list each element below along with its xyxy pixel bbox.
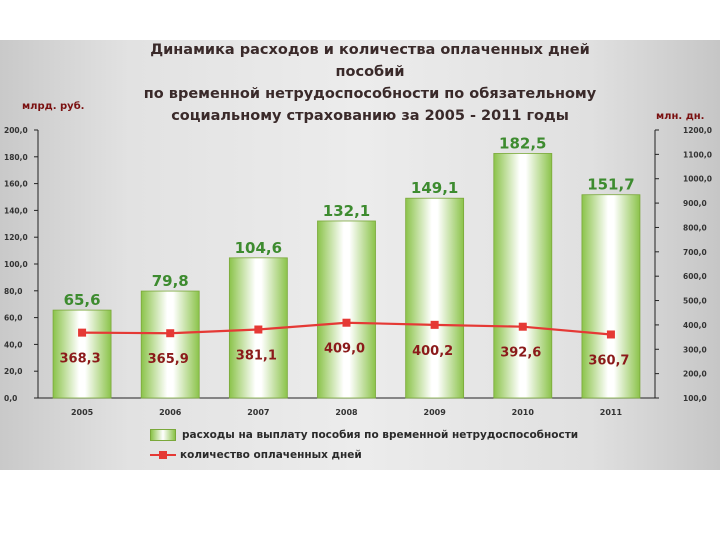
line-value-label: 400,2	[412, 344, 453, 359]
bar-value-label: 65,6	[64, 291, 101, 309]
left-axis-tick-label: 140,0	[4, 206, 28, 215]
bar-2011	[581, 194, 641, 399]
left-axis-tick-label: 120,0	[4, 233, 28, 242]
line-value-label: 409,0	[324, 342, 365, 357]
left-axis-tick-label: 20,0	[4, 367, 23, 376]
right-axis-tick-label: 700,0	[683, 248, 707, 257]
legend-bars-label: расходы на выплату пособия по временной …	[182, 429, 579, 441]
bar-value-label: 132,1	[323, 202, 370, 220]
bar-2010	[493, 153, 553, 399]
line-point-2011	[606, 330, 615, 339]
right-axis-tick-label: 200,0	[683, 370, 707, 379]
x-axis-tick-label: 2011	[600, 408, 623, 417]
left-axis-unit-label: млрд. руб.	[22, 101, 85, 112]
line-value-label: 381,1	[236, 349, 277, 364]
legend-bar-swatch	[150, 429, 176, 441]
chart-title-line-1: Динамика расходов и количества оплаченны…	[150, 42, 590, 58]
bar-2009	[405, 197, 465, 399]
bar-value-label: 79,8	[152, 272, 189, 290]
bar-value-label: 151,7	[587, 176, 634, 194]
left-axis-tick-label: 100,0	[4, 260, 28, 269]
x-axis-tick-label: 2007	[247, 408, 269, 417]
line-point-2009	[430, 320, 439, 329]
right-axis-tick-label: 600,0	[683, 272, 707, 281]
right-axis-tick-label: 900,0	[683, 199, 707, 208]
right-axis-unit-label: млн. дн.	[656, 111, 705, 122]
line-point-2006	[166, 329, 175, 338]
right-axis-tick-label: 800,0	[683, 223, 707, 232]
right-axis-tick-label: 1200,0	[683, 126, 712, 135]
line-point-2005	[78, 328, 87, 337]
left-axis-tick-label: 0,0	[4, 394, 17, 403]
right-axis-tick-label: 1100,0	[683, 150, 712, 159]
chart-title-line-4: социальному страхованию за 2005 - 2011 г…	[171, 108, 569, 124]
left-axis-tick-label: 40,0	[4, 340, 23, 349]
line-point-2008	[342, 318, 351, 327]
line-value-label: 360,7	[588, 353, 629, 368]
bar-value-label: 182,5	[499, 134, 546, 152]
line-value-label: 392,6	[500, 346, 541, 361]
right-axis-tick-label: 300,0	[683, 345, 707, 354]
bar-value-label: 104,6	[235, 239, 282, 257]
chart-title-line-3: по временной нетрудоспособности по обяза…	[143, 86, 597, 102]
right-axis-tick-label: 500,0	[683, 297, 707, 306]
legend-item-bars: расходы на выплату пособия по временной …	[150, 428, 578, 442]
right-axis-tick-label: 1000,0	[683, 175, 712, 184]
left-axis-tick-label: 180,0	[4, 153, 28, 162]
left-axis-tick-label: 60,0	[4, 314, 23, 323]
x-axis-tick-label: 2009	[424, 408, 447, 417]
bar-value-label: 149,1	[411, 179, 458, 197]
x-axis-tick-label: 2008	[335, 408, 358, 417]
right-axis-tick-label: 100,0	[683, 394, 707, 403]
left-axis-tick-label: 160,0	[4, 180, 28, 189]
legend-line-swatch	[150, 450, 176, 460]
right-axis-tick-label: 400,0	[683, 321, 707, 330]
line-point-2010	[518, 322, 527, 331]
left-axis-tick-label: 200,0	[4, 126, 28, 135]
x-axis-tick-label: 2010	[512, 408, 535, 417]
left-axis-tick-label: 80,0	[4, 287, 23, 296]
x-axis-tick-label: 2006	[159, 408, 182, 417]
bar-2005	[52, 309, 112, 399]
legend-line-label: количество оплаченных дней	[180, 449, 362, 461]
line-value-label: 365,9	[148, 352, 189, 367]
bar-2008	[317, 220, 376, 399]
legend-item-line: количество оплаченных дней	[150, 448, 362, 462]
line-point-2007	[254, 325, 263, 334]
bar-2006	[140, 290, 200, 399]
line-value-label: 368,3	[60, 352, 101, 367]
chart-title-line-2: пособий	[335, 64, 405, 80]
x-axis-tick-label: 2005	[71, 408, 94, 417]
